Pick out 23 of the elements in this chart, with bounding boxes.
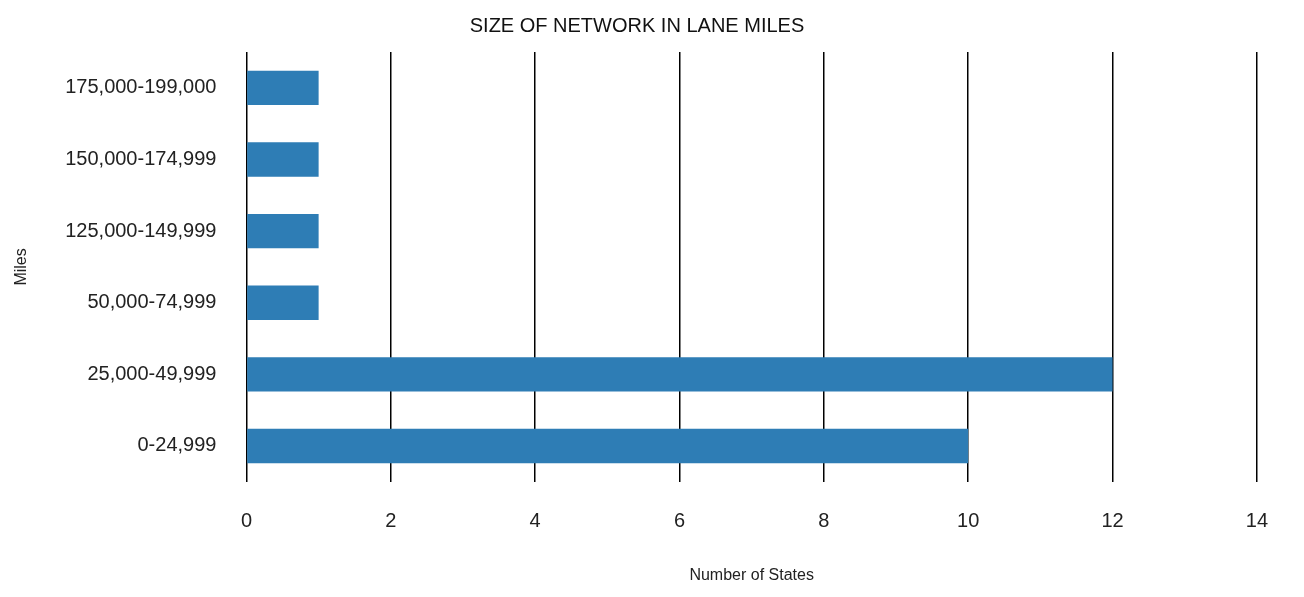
x-tick-label: 2 (385, 509, 397, 532)
y-axis-title: Miles (12, 248, 30, 286)
x-tick-label: 10 (957, 509, 980, 532)
bar (247, 285, 319, 320)
bar (247, 428, 969, 464)
y-tick-label: 0-24,999 (137, 433, 217, 456)
y-tick-label: 175,000-199,000 (65, 75, 217, 98)
bar (247, 70, 319, 106)
y-tick-label: 150,000-174,999 (65, 146, 217, 169)
x-tick-label: 6 (673, 509, 686, 532)
x-tick-label: 4 (529, 509, 541, 532)
y-tick-label: 125,000-149,999 (65, 218, 217, 241)
x-tick-label: 12 (1101, 509, 1124, 532)
chart-title: SIZE OF NETWORK IN LANE MILES (469, 13, 805, 36)
y-tick-label: 50,000-74,999 (87, 290, 217, 313)
bar (247, 142, 319, 177)
x-tick-label: 0 (240, 509, 253, 532)
x-tick-label: 8 (818, 509, 830, 532)
x-axis-title: Number of States (689, 565, 814, 583)
bar (247, 357, 1113, 392)
y-tick-label: 25,000-49,999 (87, 361, 217, 384)
bar (247, 213, 319, 249)
x-tick-label: 14 (1245, 509, 1268, 532)
